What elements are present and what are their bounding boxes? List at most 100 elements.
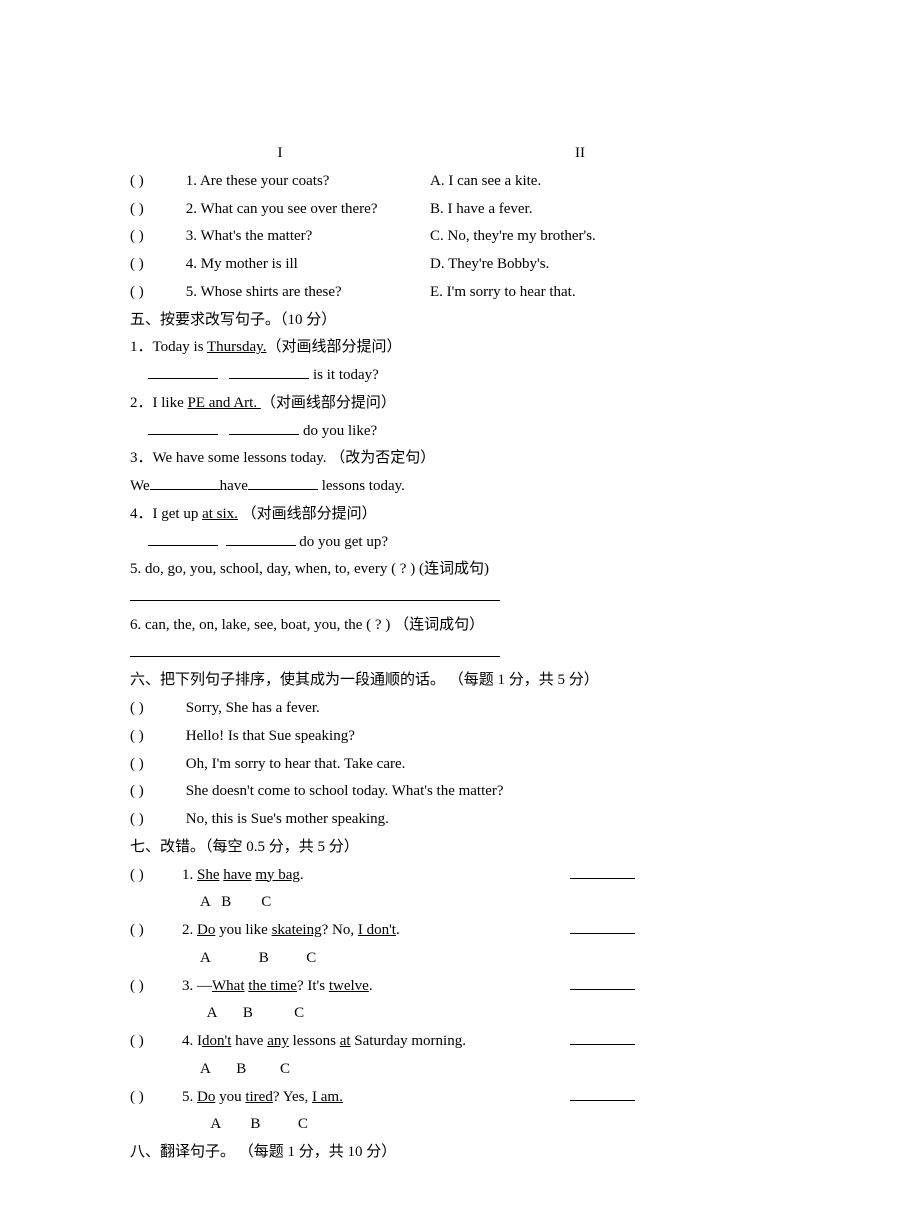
err-num: 2. (182, 922, 197, 938)
match-q-text: Whose shirts are these? (200, 284, 341, 300)
answer-paren[interactable]: ( ) (130, 695, 182, 723)
blank[interactable] (229, 419, 299, 435)
blank[interactable] (570, 1085, 635, 1101)
answer-paren[interactable]: ( ) (130, 806, 182, 834)
match-a-letter: A. (430, 173, 448, 189)
blank[interactable] (150, 474, 220, 490)
underlined: any (267, 1033, 289, 1049)
answer-paren[interactable]: ( ) (130, 223, 182, 251)
s5-q4-pre: 4．I get up (130, 506, 202, 522)
underlined: Do (197, 1089, 215, 1105)
match-a-letter: B. (430, 201, 448, 217)
match-a-text: They're Bobby's. (448, 256, 549, 272)
match-q-num: 5. (186, 284, 201, 300)
match-q-num: 3. (186, 228, 201, 244)
match-q-num: 1. (186, 173, 200, 189)
error-row: ( )4. Idon't have any lessons at Saturda… (130, 1028, 790, 1056)
s5-q4-note: （对画线部分提问） (238, 506, 377, 522)
match-row: ( ) 4. My mother is illD. They're Bobby'… (130, 251, 790, 279)
error-row: ( )2. Do you like skateing? No, I don't. (130, 917, 790, 945)
text: . (396, 922, 400, 938)
match-q-text: Are these your coats? (200, 173, 330, 189)
blank[interactable] (130, 641, 500, 657)
answer-paren[interactable]: ( ) (130, 279, 182, 307)
blank[interactable] (570, 1029, 635, 1045)
blank[interactable] (130, 585, 500, 601)
section5-title: 五、按要求改写句子。（10 分） (130, 307, 790, 335)
s5-q3-answer: Wehave lessons today. (130, 473, 790, 501)
answer-paren[interactable]: ( ) (130, 251, 182, 279)
answer-paren[interactable]: ( ) (130, 751, 182, 779)
s5-q6-answer[interactable] (130, 640, 790, 668)
answer-paren[interactable]: ( ) (130, 723, 182, 751)
order-text: Sorry, She has a fever. (186, 700, 320, 716)
text: ? Yes, (273, 1089, 312, 1105)
s5-q2: 2．I like PE and Art. （对画线部分提问） (130, 390, 790, 418)
underlined: have (223, 867, 251, 883)
answer-paren[interactable]: ( ) (130, 1028, 182, 1056)
match-q-num: 2. (186, 201, 201, 217)
text: you like (215, 922, 271, 938)
s5-q1-answer: is it today? (130, 362, 790, 390)
underlined: don't (202, 1033, 231, 1049)
s5-q4-tail: do you get up? (296, 534, 388, 550)
match-a-letter: E. (430, 284, 447, 300)
blank[interactable] (570, 863, 635, 879)
option-letters: A B C (130, 1000, 790, 1028)
blank[interactable] (570, 974, 635, 990)
match-a-text: No, they're my brother's. (448, 228, 596, 244)
order-item: ( ) Sorry, She has a fever. (130, 695, 790, 723)
s5-q6: 6. can, the, on, lake, see, boat, you, t… (130, 612, 790, 640)
section7-title: 七、改错。（每空 0.5 分，共 5 分） (130, 834, 790, 862)
order-text: Oh, I'm sorry to hear that. Take care. (186, 756, 406, 772)
s5-q4-answer: do you get up? (130, 529, 790, 557)
underlined: tired (245, 1089, 273, 1105)
blank[interactable] (226, 530, 296, 546)
order-item: ( ) No, this is Sue's mother speaking. (130, 806, 790, 834)
match-header: I II (130, 140, 790, 168)
section6-title: 六、把下列句子排序，使其成为一段通顺的话。 （每题 1 分，共 5 分） (130, 667, 790, 695)
order-text: No, this is Sue's mother speaking. (186, 811, 389, 827)
s5-q1-tail: is it today? (309, 367, 379, 383)
s5-q2-answer: do you like? (130, 418, 790, 446)
blank[interactable] (148, 363, 218, 379)
order-text: Hello! Is that Sue speaking? (186, 728, 355, 744)
match-a-text: I'm sorry to hear that. (447, 284, 576, 300)
answer-paren[interactable]: ( ) (130, 917, 182, 945)
text: . (369, 978, 373, 994)
worksheet-page: I II ( ) 1. Are these your coats?A. I ca… (0, 0, 920, 1227)
text: lessons (289, 1033, 340, 1049)
s5-q4: 4．I get up at six. （对画线部分提问） (130, 501, 790, 529)
s5-q2-note: （对画线部分提问） (261, 395, 396, 411)
error-row: ( )5. Do you tired? Yes, I am. (130, 1084, 790, 1112)
text: ? No, (322, 922, 358, 938)
answer-paren[interactable]: ( ) (130, 196, 182, 224)
answer-paren[interactable]: ( ) (130, 168, 182, 196)
blank[interactable] (148, 530, 218, 546)
option-letters: A B C (130, 1111, 790, 1139)
underlined: She (197, 867, 220, 883)
option-letters: A B C (130, 1056, 790, 1084)
err-num: 4. (182, 1033, 197, 1049)
blank[interactable] (248, 474, 318, 490)
underlined: Do (197, 922, 215, 938)
underlined: the time (248, 978, 297, 994)
answer-paren[interactable]: ( ) (130, 973, 182, 1001)
blank[interactable] (148, 419, 218, 435)
blank[interactable] (570, 918, 635, 934)
answer-paren[interactable]: ( ) (130, 778, 182, 806)
s5-q3-b1: We (130, 478, 150, 494)
answer-paren[interactable]: ( ) (130, 862, 182, 890)
s5-q5-answer[interactable] (130, 584, 790, 612)
underlined: my bag (255, 867, 300, 883)
match-row: ( ) 3. What's the matter?C. No, they're … (130, 223, 790, 251)
blank[interactable] (229, 363, 309, 379)
order-text: She doesn't come to school today. What's… (186, 783, 504, 799)
s5-q2-pre: 2．I like (130, 395, 188, 411)
answer-paren[interactable]: ( ) (130, 1084, 182, 1112)
s5-q2-tail: do you like? (299, 423, 377, 439)
s5-q1-note: （对画线部分提问） (266, 339, 401, 355)
section7-items: ( )1. She have my bag.A B C( )2. Do you … (130, 862, 790, 1140)
match-row: ( ) 1. Are these your coats?A. I can see… (130, 168, 790, 196)
s5-q3: 3．We have some lessons today. （改为否定句） (130, 445, 790, 473)
